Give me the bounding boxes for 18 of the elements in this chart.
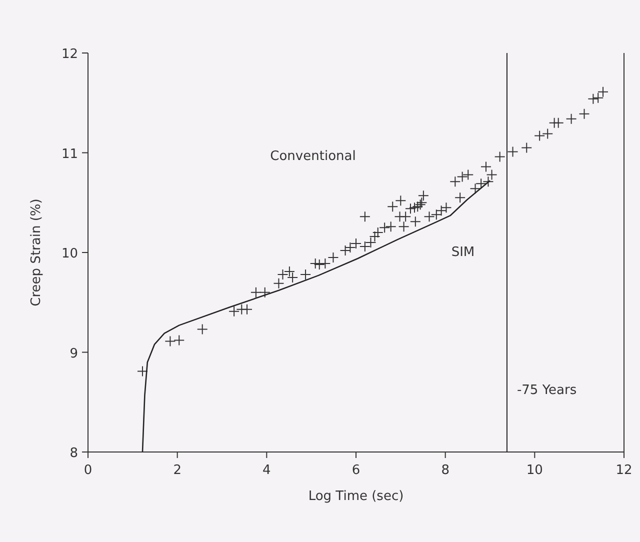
x-tick-label: 8 — [441, 463, 450, 478]
y-tick-label: 11 — [61, 146, 78, 162]
x-tick-label: 2 — [173, 463, 182, 478]
x-tick-label: 12 — [616, 463, 632, 478]
y-tick-label: 12 — [61, 47, 78, 62]
text: SIM — [451, 245, 475, 260]
y-tick-label: 8 — [70, 446, 78, 461]
x-tick-label: 10 — [526, 463, 543, 478]
x-tick-label: 6 — [352, 463, 360, 478]
y-tick-label: 9 — [70, 346, 78, 362]
y-axis-title: Creep Strain (%) — [29, 198, 44, 306]
x-tick-label: 4 — [262, 463, 271, 478]
y-tick-label: 10 — [61, 246, 78, 262]
ref-line-label: -75 Years — [516, 383, 577, 398]
line-series — [142, 180, 491, 453]
x-tick-label: 0 — [84, 463, 92, 478]
x-axis-title: Log Time (sec) — [308, 489, 404, 504]
annotation: Conventional — [270, 149, 356, 164]
